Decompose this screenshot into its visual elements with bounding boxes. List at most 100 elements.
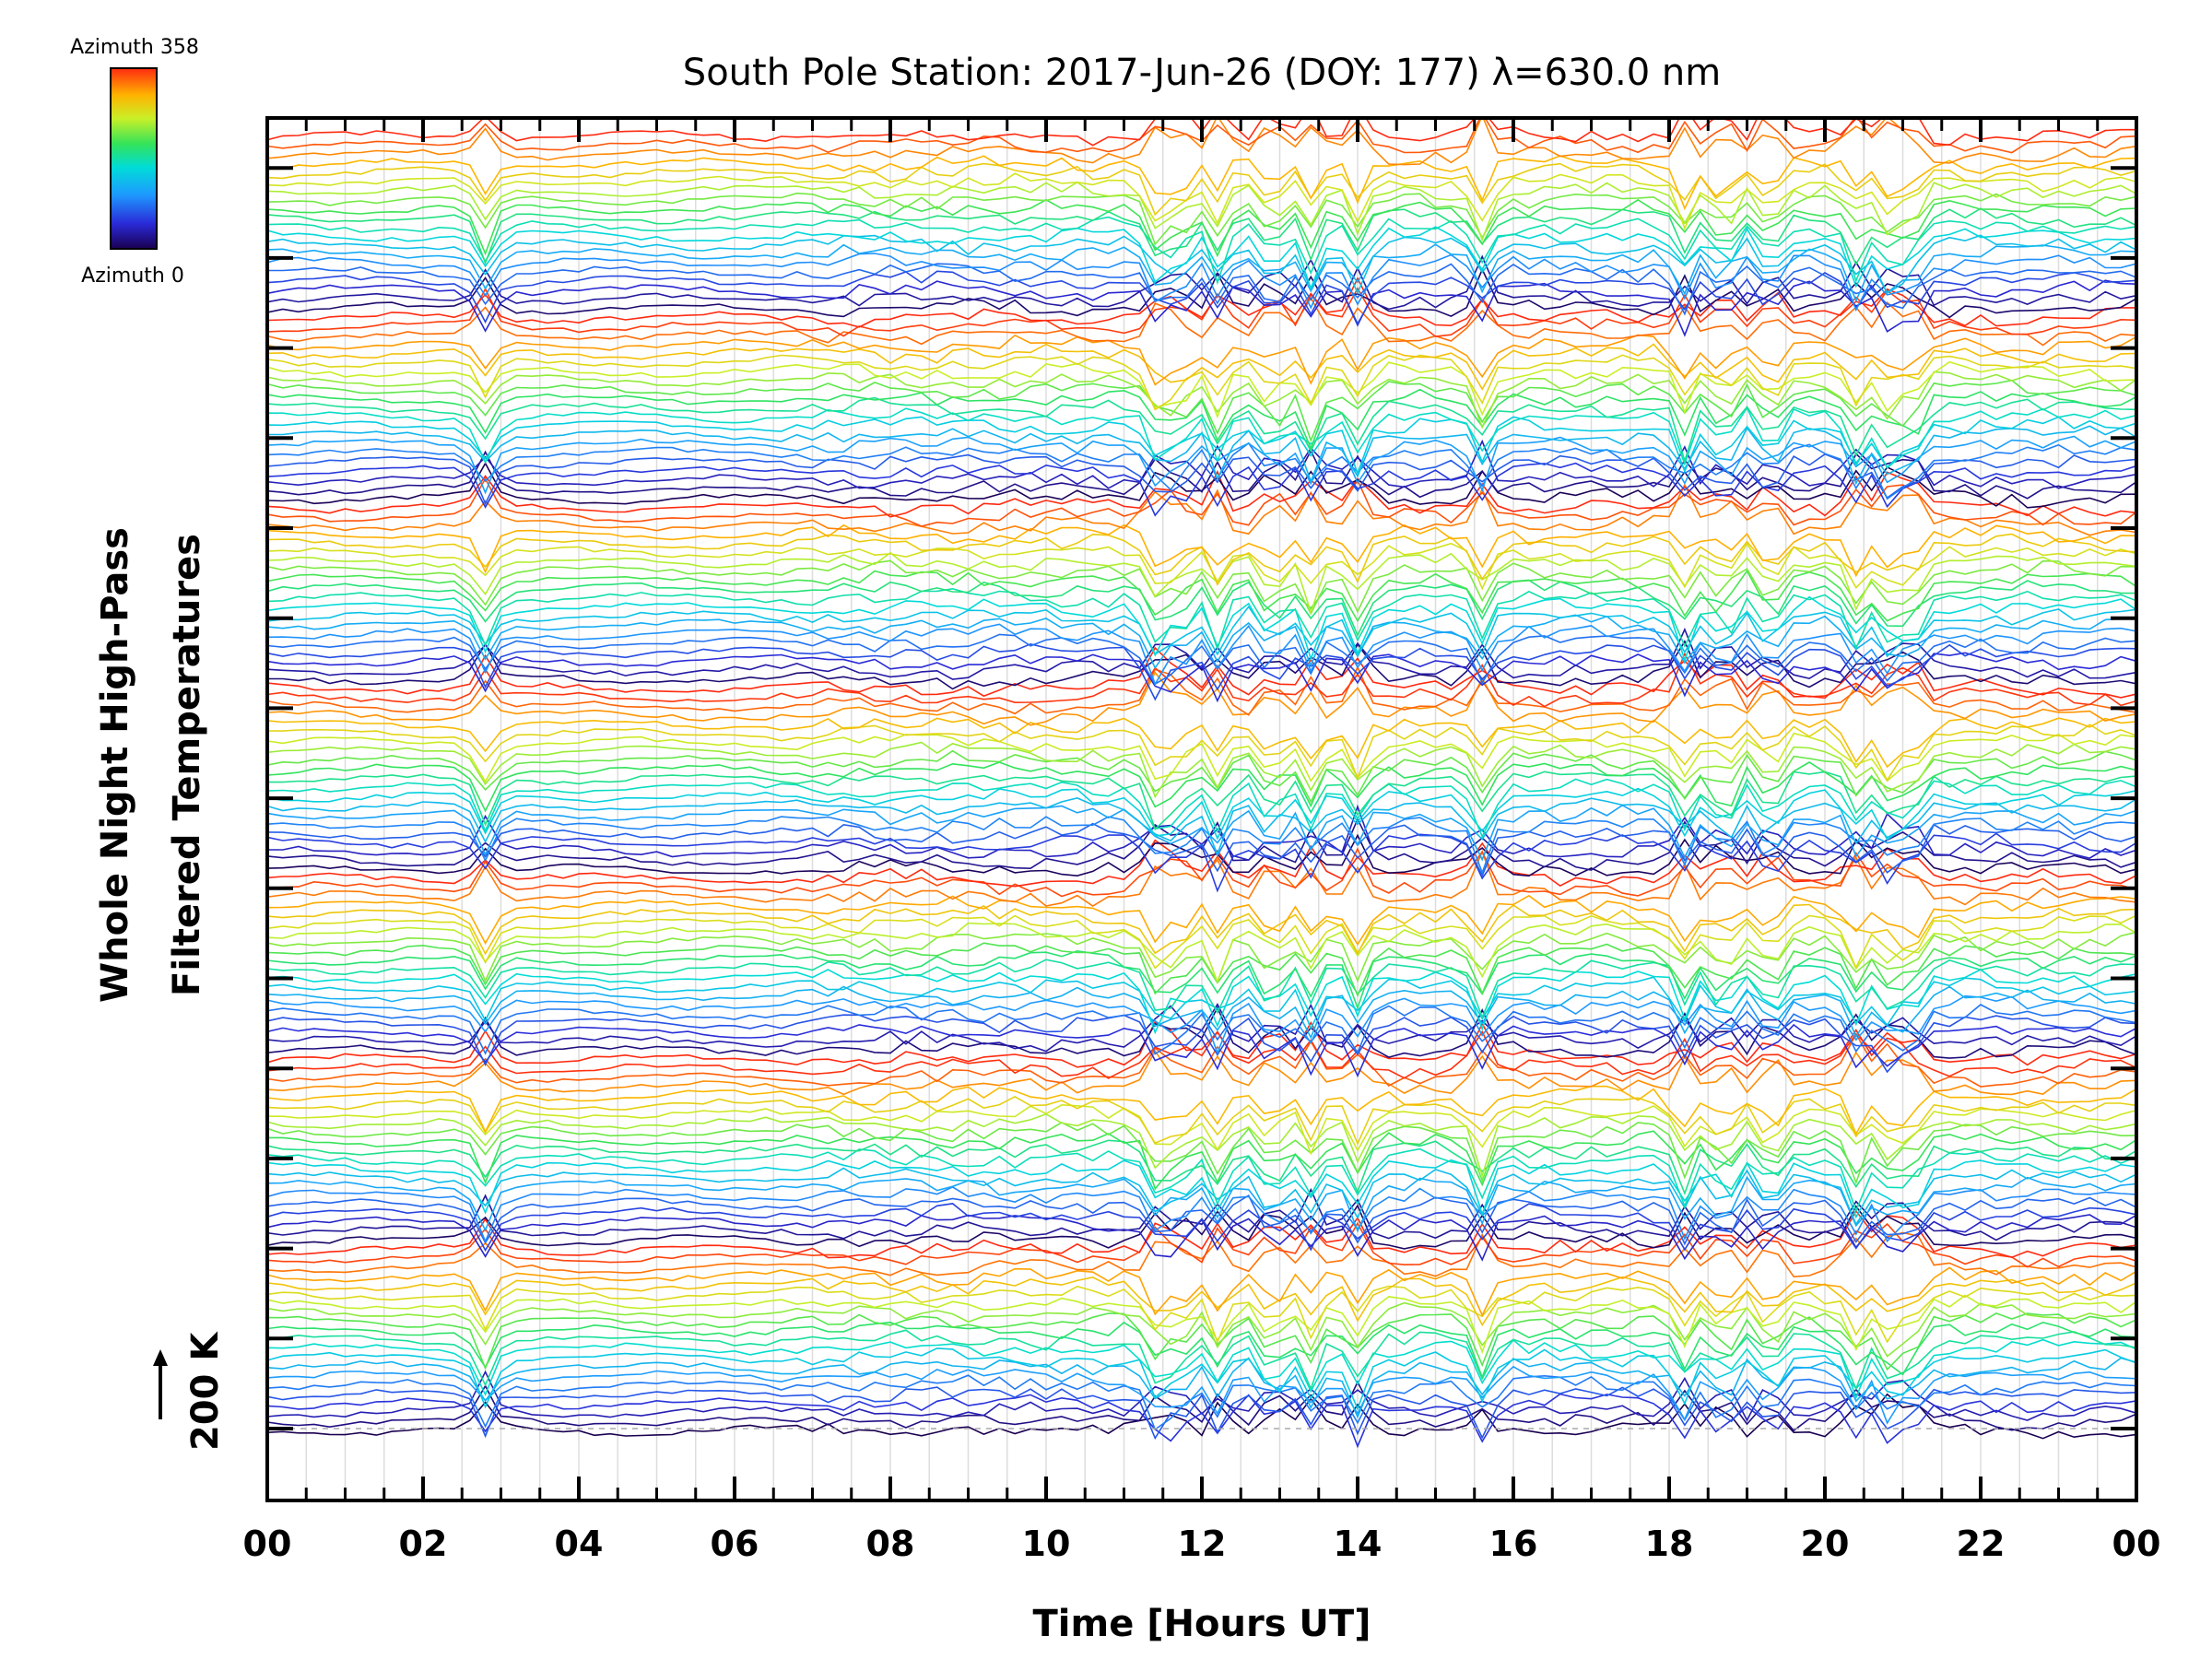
series-line <box>267 633 2136 686</box>
x-tick-label: 22 <box>1957 1524 2006 1564</box>
series-line <box>267 1139 2136 1196</box>
series-line <box>267 822 2136 877</box>
series-line <box>267 985 2136 1040</box>
series-line <box>267 1095 2136 1146</box>
series-line <box>267 279 2136 337</box>
series-line <box>267 1020 2136 1068</box>
series-line <box>267 1112 2136 1179</box>
series-line <box>267 818 2136 871</box>
series-line <box>267 1085 2136 1136</box>
series-line <box>267 441 2136 500</box>
series-line <box>267 949 2136 1011</box>
x-tick-label: 18 <box>1645 1524 1694 1564</box>
series-line <box>267 172 2136 230</box>
series-line <box>267 1004 2136 1055</box>
series-line <box>267 1175 2136 1233</box>
x-axis-tick-labels: 00 02 04 06 08 10 12 14 16 18 20 22 00 <box>243 1524 2161 1564</box>
series-line <box>267 642 2136 701</box>
series-line <box>267 1014 2136 1074</box>
series-line <box>267 253 2136 312</box>
series-line <box>267 1266 2136 1318</box>
series-line <box>267 477 2136 527</box>
colorbar-top-label: Azimuth 358 <box>70 36 199 59</box>
series-line <box>267 931 2136 984</box>
series-line <box>267 749 2136 804</box>
series-line <box>267 559 2136 616</box>
x-axis-label: Time [Hours UT] <box>1033 1603 1371 1645</box>
series-line <box>267 1121 2136 1185</box>
series-line <box>267 1103 2136 1156</box>
series-line <box>267 254 2136 311</box>
series-line <box>267 652 2136 703</box>
series-line <box>267 287 2136 337</box>
y-axis-label-line-2: Filtered Temperatures <box>166 534 208 996</box>
series-line <box>267 1285 2136 1345</box>
series-line <box>267 903 2136 956</box>
series-line <box>267 959 2136 1019</box>
series-line <box>267 371 2136 429</box>
series-line <box>267 614 2136 670</box>
series-line <box>267 1380 2136 1432</box>
series-line <box>267 847 2136 898</box>
series-line <box>267 120 2136 166</box>
series-line <box>267 1312 2136 1371</box>
series-line <box>267 226 2136 291</box>
series-line <box>267 1030 2136 1079</box>
series-line <box>267 192 2136 246</box>
series-line <box>267 416 2136 476</box>
series-line <box>267 1231 2136 1278</box>
series-line <box>267 1365 2136 1425</box>
series-line <box>267 334 2136 386</box>
series-line <box>267 717 2136 769</box>
series-line <box>267 640 2136 690</box>
series-line <box>267 922 2136 984</box>
series-line <box>267 198 2136 258</box>
x-tick-label: 06 <box>711 1524 759 1564</box>
series-line <box>267 1393 2136 1440</box>
series-line <box>267 646 2136 700</box>
series-line <box>267 270 2136 326</box>
series-line <box>267 435 2136 495</box>
series-line <box>267 1194 2136 1246</box>
series-line <box>267 524 2136 578</box>
series-line <box>267 469 2136 518</box>
series-line <box>267 671 2136 726</box>
series-line <box>267 1032 2136 1088</box>
series-line <box>267 1203 2136 1253</box>
series-line <box>267 354 2136 411</box>
series-line <box>267 1049 2136 1096</box>
series-line <box>267 732 2136 783</box>
series-line <box>267 787 2136 841</box>
series-line <box>267 1374 2136 1431</box>
scale-bar-label: 200 K <box>184 1331 227 1451</box>
series-line <box>267 804 2136 862</box>
colorbar-bottom-label: Azimuth 0 <box>81 265 184 288</box>
x-tick-label: 16 <box>1489 1524 1538 1564</box>
series-line <box>267 396 2136 464</box>
series-line <box>267 1329 2136 1391</box>
colorbar-gradient <box>110 67 158 250</box>
scale-bar: 200 K <box>153 1331 227 1451</box>
series-line <box>267 263 2136 316</box>
x-tick-label: 12 <box>1178 1524 1227 1564</box>
series-line <box>267 234 2136 295</box>
series-line <box>267 1209 2136 1259</box>
x-tick-label: 14 <box>1334 1524 1382 1564</box>
series-line <box>267 623 2136 687</box>
x-tick-label: 00 <box>2112 1524 2161 1564</box>
series-line <box>267 1301 2136 1358</box>
series-line <box>267 542 2136 591</box>
series-line <box>267 1185 2136 1243</box>
series-line <box>267 1276 2136 1327</box>
series-line <box>267 665 2136 716</box>
series-line <box>267 914 2136 970</box>
series-line <box>267 652 2136 708</box>
series-line <box>267 388 2136 451</box>
x-tick-label: 08 <box>866 1524 915 1564</box>
series-line <box>267 1357 2136 1419</box>
series-line <box>267 724 2136 782</box>
series-line <box>267 551 2136 615</box>
series-line <box>267 462 2136 517</box>
y-axis-label: Whole Night High-Pass Filtered Temperatu… <box>94 527 208 1003</box>
scale-bar-arrow-icon <box>153 1349 168 1366</box>
